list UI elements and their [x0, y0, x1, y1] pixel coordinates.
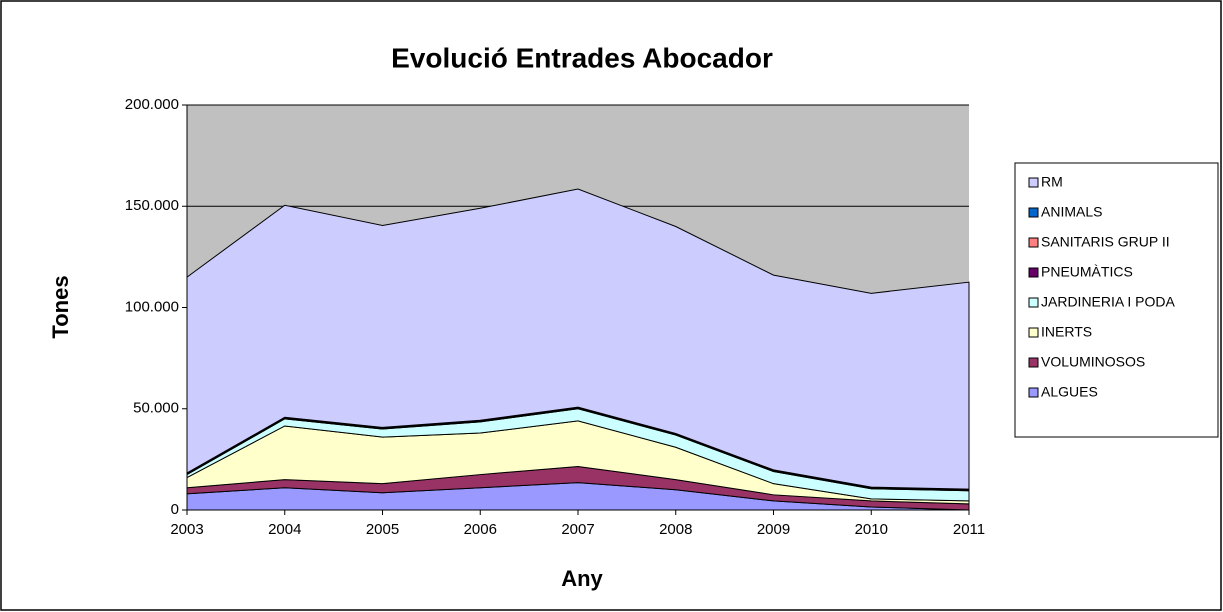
legend-swatch: [1028, 237, 1039, 248]
legend-swatch: [1028, 327, 1039, 338]
x-tick-label: 2008: [659, 521, 692, 538]
chart-title: Evolució Entrades Abocador: [391, 42, 773, 73]
y-axis-label: Tones: [48, 275, 73, 338]
legend-label: ANIMALS: [1041, 204, 1102, 220]
x-tick-label: 2006: [464, 521, 497, 538]
y-tick-label: 50.000: [133, 400, 179, 417]
legend-label: ALGUES: [1041, 384, 1098, 400]
legend-swatch: [1028, 357, 1039, 368]
x-tick-label: 2009: [757, 521, 790, 538]
y-tick-label: 100.000: [125, 298, 179, 315]
x-tick-label: 2007: [561, 521, 594, 538]
legend-box: [1014, 162, 1219, 438]
legend-label: INERTS: [1041, 324, 1092, 340]
y-tick-label: 0: [171, 501, 179, 518]
x-tick-label: 2010: [855, 521, 888, 538]
legend-label: SANITARIS GRUP II: [1041, 234, 1170, 250]
legend-label: RM: [1041, 174, 1063, 190]
legend-swatch: [1028, 297, 1039, 308]
y-tick-label: 150.000: [125, 197, 179, 214]
area: [186, 188, 970, 490]
legend-label: PNEUMÀTICS: [1041, 264, 1133, 280]
legend-swatch: [1028, 177, 1039, 188]
x-tick-label: 2005: [366, 521, 399, 538]
legend-swatch: [1028, 387, 1039, 398]
legend-swatch: [1028, 207, 1039, 218]
x-tick-label: 2003: [170, 521, 203, 538]
legend-label: JARDINERIA I PODA: [1041, 294, 1175, 310]
x-axis-label: Any: [561, 566, 603, 591]
x-tick-label: 2011: [953, 521, 985, 538]
x-tick-label: 2004: [268, 521, 301, 538]
y-tick-label: 200.000: [125, 96, 179, 113]
legend-label: VOLUMINOSOS: [1041, 354, 1145, 370]
legend-swatch: [1028, 267, 1039, 278]
